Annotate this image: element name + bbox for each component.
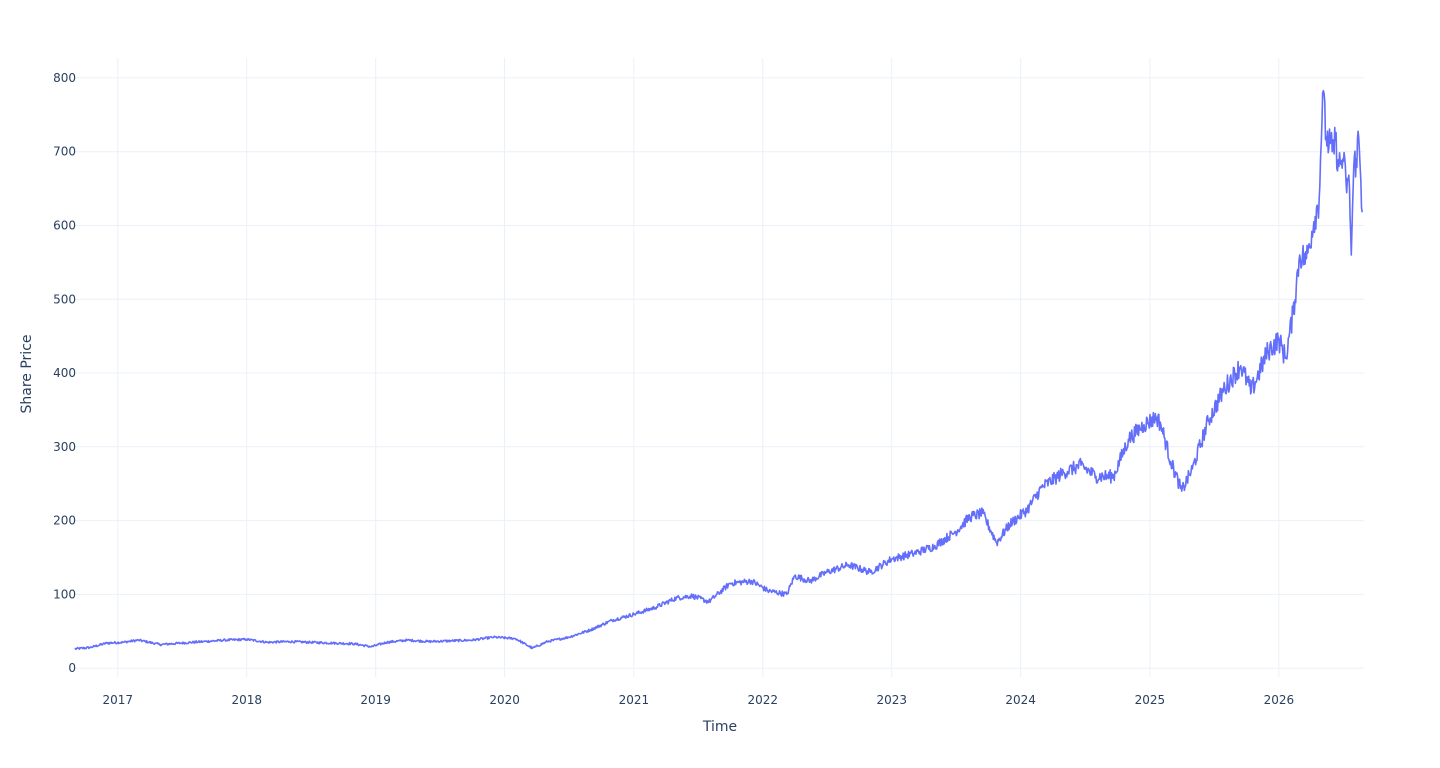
y-tick-label: 700 [53,145,76,159]
x-tick-label: 2024 [1005,693,1036,707]
y-tick-label: 0 [68,661,76,675]
series-line-group [74,89,1364,651]
y-tick-label: 300 [53,440,76,454]
y-tick-label: 500 [53,292,76,306]
x-axis-ticks: 2017 2018 2019 2020 2021 2022 2023 2024 2025 2026 [103,693,1295,707]
gridlines [74,58,1364,677]
y-tick-label: 600 [53,218,76,232]
y-tick-label: 100 [53,587,76,601]
y-tick-label: 200 [53,514,76,528]
x-tick-label: 2018 [231,693,262,707]
x-tick-label: 2019 [360,693,391,707]
x-tick-label: 2021 [619,693,650,707]
x-tick-label: 2023 [876,693,907,707]
y-tick-label: 400 [53,366,76,380]
y-axis-ticks: 0 100 200 300 400 500 600 700 800 [53,71,76,675]
x-tick-label: 2022 [748,693,779,707]
x-tick-label: 2020 [489,693,520,707]
x-axis-title: Time [702,719,737,735]
x-tick-label: 2025 [1135,693,1166,707]
y-tick-label: 800 [53,71,76,85]
y-axis-title: Share Price [19,334,35,413]
x-tick-label: 2026 [1264,693,1295,707]
x-tick-label: 2017 [103,693,134,707]
share-price-line [74,89,1364,651]
